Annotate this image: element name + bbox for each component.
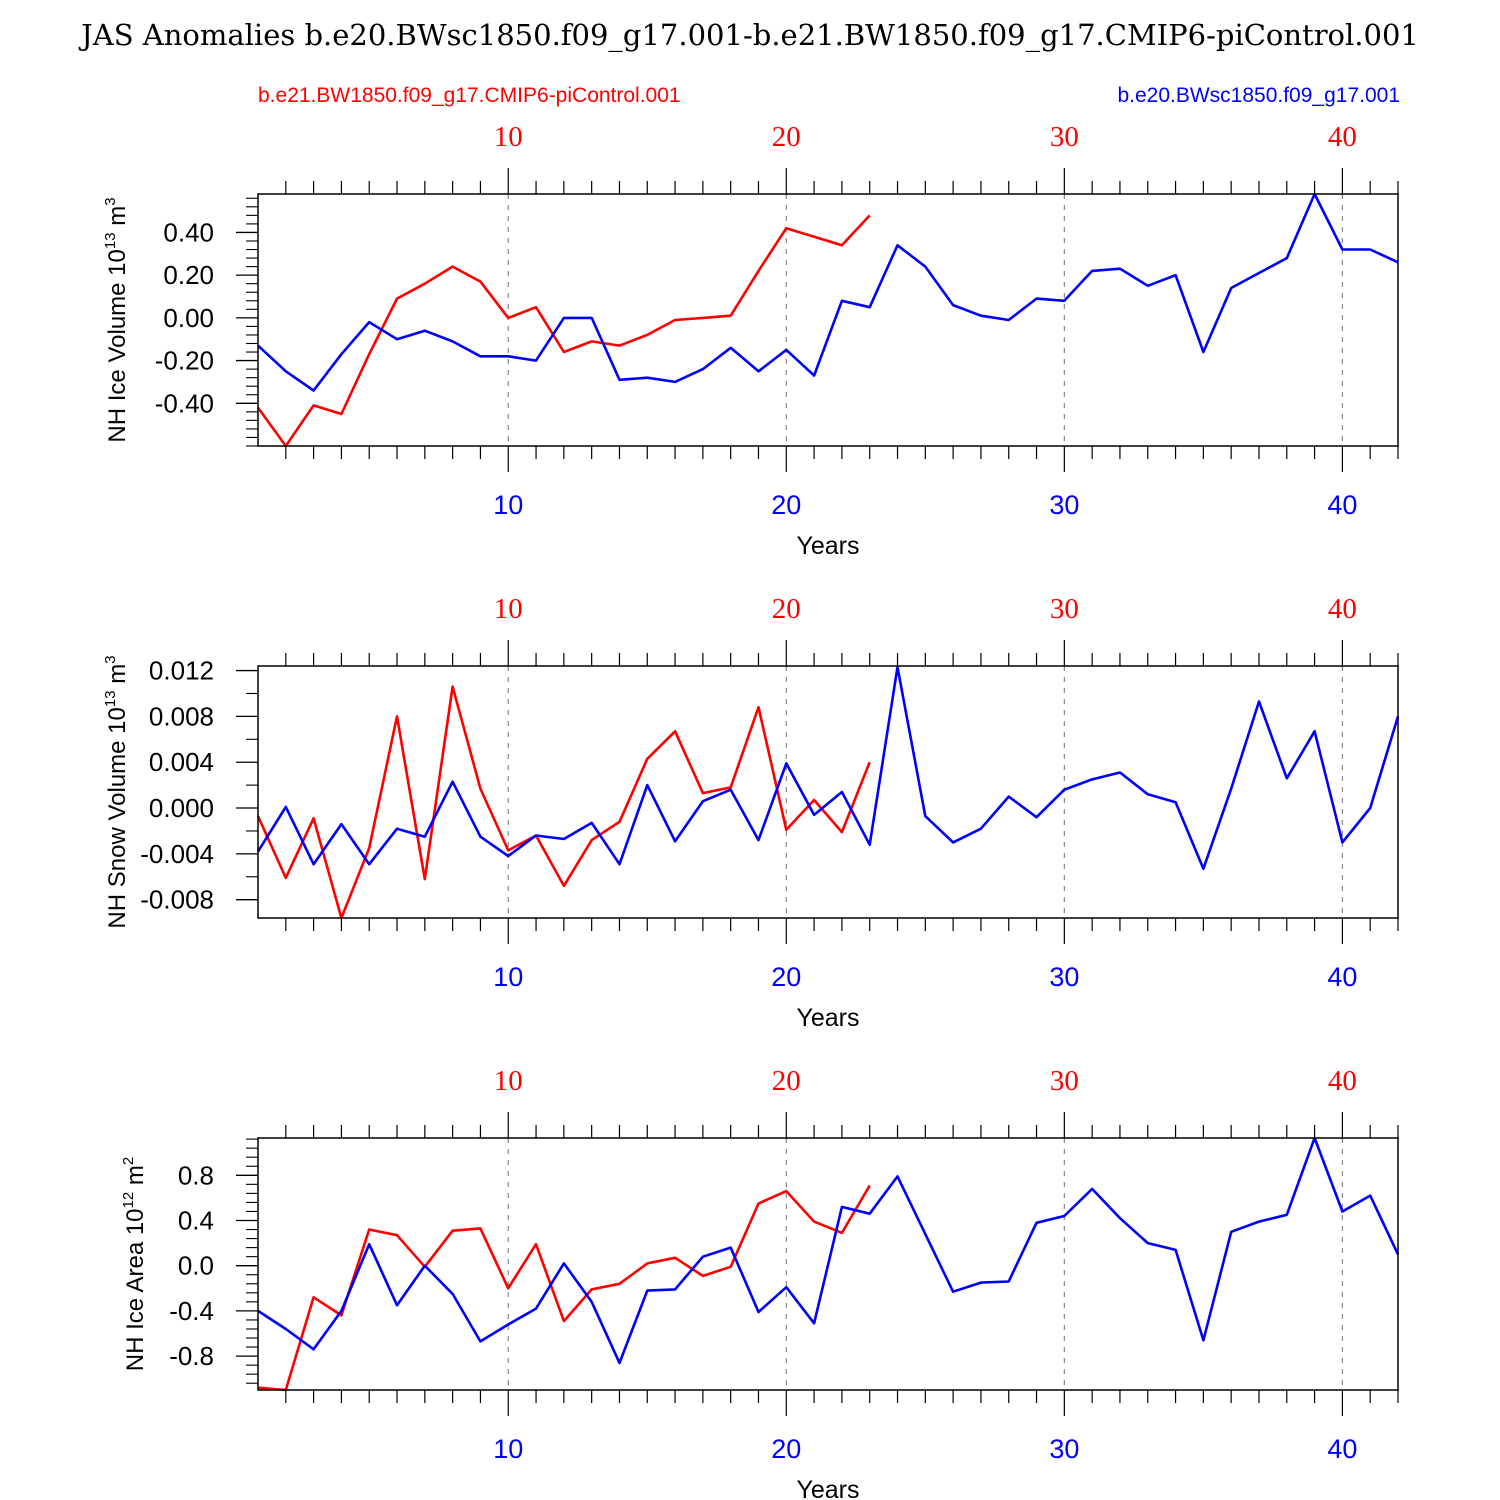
y-tick-label: 0.012 xyxy=(149,656,214,686)
y-tick-label: 0.4 xyxy=(178,1205,214,1235)
top-tick-label-20: 20 xyxy=(772,593,801,625)
x-axis-label: Years xyxy=(796,1476,859,1500)
bottom-tick-label-20: 20 xyxy=(771,962,801,992)
bottom-tick-label-30: 30 xyxy=(1049,490,1079,520)
y-axis-label-main: NH Ice Volume 10 xyxy=(104,249,131,442)
y-tick-label: 0.20 xyxy=(163,260,214,290)
plot-frame xyxy=(257,665,1399,919)
y-axis-label-unit-exponent: 3 xyxy=(102,655,119,663)
top-tick-label-10: 10 xyxy=(494,1065,523,1097)
y-tick-label: -0.4 xyxy=(169,1296,214,1326)
legend-experiment-label: b.e20.BWsc1850.f09_g17.001 xyxy=(1117,84,1400,107)
chart-title: JAS Anomalies b.e20.BWsc1850.f09_g17.001… xyxy=(78,18,1419,53)
bottom-tick-label-40: 40 xyxy=(1327,1434,1357,1464)
y-axis-label-main: NH Snow Volume 10 xyxy=(104,707,131,928)
top-tick-label-30: 30 xyxy=(1050,593,1079,625)
bottom-tick-label-10: 10 xyxy=(493,962,523,992)
y-axis-label: NH Ice Volume 1013 m3 xyxy=(102,197,131,442)
series-line-control xyxy=(256,214,871,448)
y-tick-label: 0.8 xyxy=(178,1160,214,1190)
series-line-control xyxy=(256,685,871,920)
panels: 10 10 20 20 30 30 40 40 Years -0.40 -0.20 0.00 0.20 0… xyxy=(102,121,1400,1500)
panel-1: 10 10 20 20 30 30 40 40 Years -0.40 -0.20 0.00 0.20 0… xyxy=(102,121,1399,560)
y-tick-label: -0.40 xyxy=(155,388,214,418)
series-line-experiment xyxy=(257,1136,1400,1365)
y-tick-label: 0.00 xyxy=(163,303,214,333)
series-line-experiment xyxy=(256,665,1400,871)
top-tick-label-20: 20 xyxy=(772,121,801,153)
bottom-tick-label-30: 30 xyxy=(1049,962,1079,992)
y-axis-label-main: NH Ice Area 10 xyxy=(122,1208,149,1371)
y-axis-label-unit: m xyxy=(104,664,131,691)
bottom-tick-label-40: 40 xyxy=(1327,490,1357,520)
y-tick-label: -0.004 xyxy=(140,839,214,869)
bottom-tick-label-20: 20 xyxy=(771,1434,801,1464)
top-tick-label-10: 10 xyxy=(494,121,523,153)
top-tick-label-10: 10 xyxy=(494,593,523,625)
y-tick-label: -0.8 xyxy=(169,1341,214,1371)
y-tick-label: 0.40 xyxy=(163,217,214,247)
bottom-tick-label-30: 30 xyxy=(1049,1434,1079,1464)
y-axis-label-unit-exponent: 2 xyxy=(120,1157,137,1165)
top-tick-label-40: 40 xyxy=(1328,1065,1357,1097)
top-tick-label-40: 40 xyxy=(1328,121,1357,153)
y-axis-label-exponent: 13 xyxy=(102,690,119,707)
y-axis-label-unit: m xyxy=(122,1165,149,1192)
bottom-tick-label-10: 10 xyxy=(493,1434,523,1464)
panel-2: 10 10 20 20 30 30 40 40 Years -0.008 -0.004 0.000 0.… xyxy=(102,593,1400,1032)
y-axis-label-exponent: 12 xyxy=(120,1192,137,1209)
y-axis-label-exponent: 13 xyxy=(102,232,119,249)
bottom-tick-label-20: 20 xyxy=(771,490,801,520)
plot-frame xyxy=(257,193,1399,447)
panel-3: 10 10 20 20 30 30 40 40 Years -0.8 -0.4 0.0 0.4 0.8 NH… xyxy=(120,1065,1400,1500)
y-axis-label-unit: m xyxy=(104,206,131,233)
legend-control-label: b.e21.BW1850.f09_g17.CMIP6-piControl.001 xyxy=(258,84,681,107)
x-axis-label: Years xyxy=(796,532,859,560)
top-tick-label-30: 30 xyxy=(1050,121,1079,153)
top-tick-label-30: 30 xyxy=(1050,1065,1079,1097)
x-axis-label: Years xyxy=(796,1004,859,1032)
y-tick-label: -0.20 xyxy=(155,346,214,376)
plot-frame xyxy=(257,1137,1399,1391)
series-line-control xyxy=(257,1184,871,1392)
y-tick-label: 0.004 xyxy=(149,747,214,777)
y-axis-label-unit-exponent: 3 xyxy=(102,197,119,205)
y-tick-label: 0.008 xyxy=(149,701,214,731)
top-tick-label-20: 20 xyxy=(772,1065,801,1097)
y-axis-label: NH Ice Area 1012 m2 xyxy=(120,1157,149,1371)
y-axis-label: NH Snow Volume 1013 m3 xyxy=(102,655,131,928)
y-tick-label: -0.008 xyxy=(140,885,214,915)
bottom-tick-label-40: 40 xyxy=(1327,962,1357,992)
top-tick-label-40: 40 xyxy=(1328,593,1357,625)
y-tick-label: 0.0 xyxy=(178,1251,214,1281)
bottom-tick-label-10: 10 xyxy=(493,490,523,520)
y-tick-label: 0.000 xyxy=(149,793,214,823)
series-line-experiment xyxy=(257,192,1399,392)
